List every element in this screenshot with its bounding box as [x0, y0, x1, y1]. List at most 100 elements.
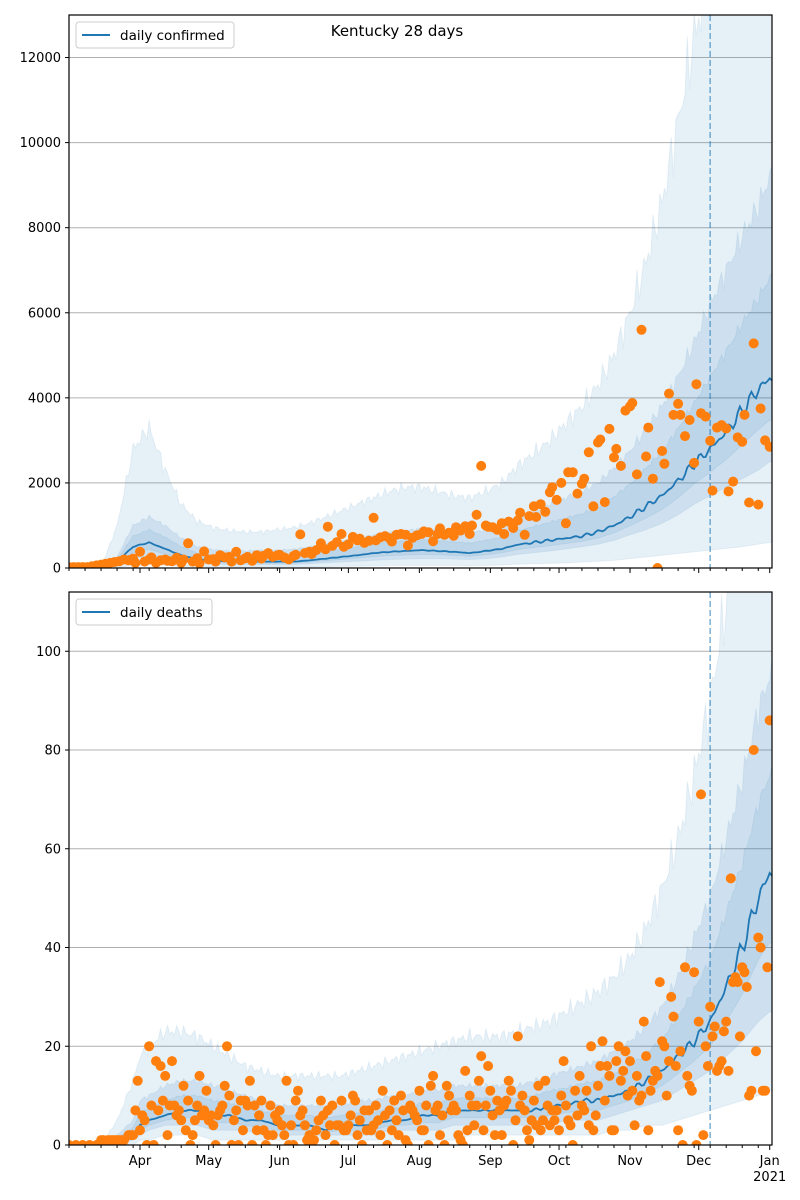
legend-label: daily confirmed	[120, 28, 225, 44]
observed-point	[636, 1090, 647, 1101]
observed-point	[185, 1140, 196, 1145]
observed-point	[693, 1016, 704, 1027]
observed-point	[728, 476, 739, 487]
observed-point	[336, 529, 347, 539]
observed-point	[327, 1100, 338, 1111]
observed-point	[398, 1105, 409, 1116]
observed-point	[448, 530, 459, 541]
observed-point	[462, 1125, 473, 1136]
observed-point	[567, 467, 578, 478]
observed-point	[336, 1095, 347, 1106]
observed-point	[723, 1065, 734, 1076]
observed-point	[709, 1021, 720, 1032]
observed-point	[343, 539, 354, 550]
observed-point	[180, 1125, 191, 1136]
observed-point	[680, 431, 690, 442]
x-tick-label: Aug	[407, 1154, 432, 1169]
observed-point	[551, 1105, 562, 1116]
observed-point	[384, 1105, 395, 1116]
observed-point	[551, 494, 562, 505]
observed-point	[295, 529, 306, 540]
observed-point	[725, 873, 736, 884]
legend: daily confirmed	[75, 21, 235, 49]
observed-point	[299, 1120, 310, 1131]
x-tick-label: Apr	[129, 1154, 152, 1169]
observed-point	[673, 1125, 684, 1136]
observed-point	[609, 1125, 619, 1136]
observed-point	[707, 1031, 718, 1042]
observed-point	[753, 932, 764, 943]
observed-point	[226, 556, 237, 567]
observed-point	[132, 1075, 143, 1086]
observed-point	[647, 473, 658, 484]
observed-point	[659, 1041, 670, 1052]
axes-frame	[68, 591, 773, 1146]
observed-point	[744, 497, 755, 508]
observed-point	[343, 1120, 354, 1131]
observed-point	[485, 1085, 496, 1096]
observed-point	[666, 991, 677, 1002]
observed-point	[533, 1080, 544, 1091]
observed-point	[228, 1115, 239, 1126]
observed-point	[718, 1026, 729, 1037]
observed-point	[162, 1130, 173, 1141]
observed-point	[439, 1140, 450, 1145]
observed-point	[130, 1105, 141, 1116]
observed-point	[588, 501, 599, 512]
observed-point	[277, 1120, 287, 1131]
observed-point	[524, 1135, 535, 1145]
observed-point	[254, 1110, 265, 1121]
confirmed-panel: 0 2000 4000 6000 8000 10000 12000 daily confirm…	[20, 14, 773, 577]
observed-point	[700, 411, 711, 422]
observed-point	[320, 1130, 331, 1141]
observed-point	[760, 1085, 771, 1096]
x-tick-label: Sep	[478, 1154, 503, 1169]
observed-point	[325, 1120, 335, 1131]
observed-point	[522, 1125, 532, 1136]
observed-point	[716, 1056, 727, 1067]
observed-point	[506, 1085, 516, 1096]
observed-point	[508, 523, 519, 533]
observed-point	[618, 1065, 629, 1076]
observed-point	[167, 1056, 177, 1067]
observed-point	[739, 967, 750, 978]
observed-point	[753, 499, 764, 510]
observed-point	[636, 324, 647, 335]
observed-point	[682, 1070, 693, 1081]
observed-point	[421, 1100, 432, 1111]
observed-point	[599, 1095, 610, 1106]
x-tick-label: 2021	[753, 1170, 786, 1185]
observed-point	[464, 529, 475, 539]
observed-point	[480, 1100, 491, 1111]
observed-point	[540, 506, 551, 517]
observed-point	[627, 1085, 638, 1096]
observed-point	[583, 447, 594, 458]
observed-point	[549, 1115, 560, 1126]
observed-point	[267, 1130, 278, 1141]
observed-point	[517, 1090, 528, 1101]
observed-point	[231, 546, 242, 557]
observed-point	[469, 1120, 480, 1131]
observed-point	[231, 1105, 242, 1116]
observed-point	[423, 1140, 434, 1145]
observed-point	[464, 1090, 475, 1101]
observed-point	[661, 1090, 672, 1101]
observed-point	[471, 509, 482, 520]
observed-point	[194, 558, 205, 568]
observed-point	[615, 1075, 626, 1086]
observed-point	[370, 1100, 381, 1111]
observed-point	[391, 1115, 402, 1126]
observed-point	[135, 1125, 145, 1136]
observed-point	[183, 538, 194, 549]
observed-point	[189, 1115, 200, 1126]
y-tick-label: 12000	[20, 51, 61, 66]
observed-point	[668, 409, 679, 420]
observed-point	[586, 1041, 597, 1052]
observed-point	[755, 403, 766, 414]
y-tick-label: 60	[44, 842, 61, 857]
observed-point	[590, 1110, 601, 1121]
band-50	[69, 165, 772, 568]
observed-point	[208, 1120, 219, 1131]
observed-point	[402, 1140, 413, 1145]
observed-point	[643, 1125, 654, 1136]
